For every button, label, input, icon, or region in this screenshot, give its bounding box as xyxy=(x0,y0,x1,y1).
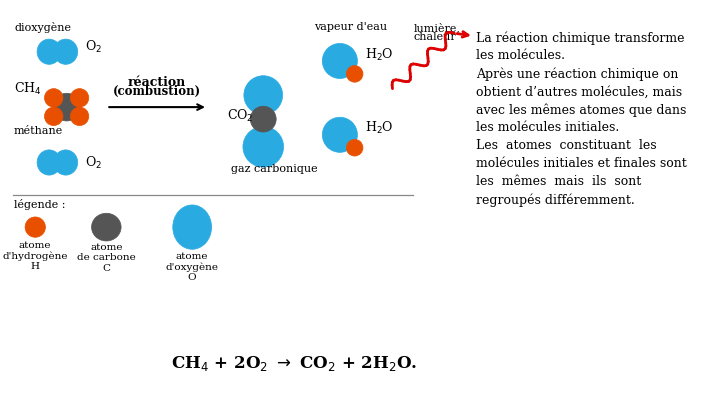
Ellipse shape xyxy=(173,205,212,249)
Ellipse shape xyxy=(44,107,63,126)
Ellipse shape xyxy=(346,65,363,82)
Text: gaz carbonique: gaz carbonique xyxy=(231,164,318,174)
Text: dioxygène: dioxygène xyxy=(14,22,71,33)
Ellipse shape xyxy=(54,150,77,175)
Text: Après une réaction chimique on: Après une réaction chimique on xyxy=(475,67,678,81)
Text: légende :: légende : xyxy=(14,200,65,210)
Text: chaleur: chaleur xyxy=(414,32,457,43)
Text: CH$_4$: CH$_4$ xyxy=(14,81,42,97)
Text: vapeur d'eau: vapeur d'eau xyxy=(314,22,387,32)
Ellipse shape xyxy=(37,39,61,64)
Text: lumière,: lumière, xyxy=(414,22,460,33)
Text: méthane: méthane xyxy=(14,126,63,135)
Text: CO$_2$: CO$_2$ xyxy=(227,108,254,124)
Ellipse shape xyxy=(346,139,363,156)
Text: H$_2$O: H$_2$O xyxy=(365,47,394,63)
Text: regroupés différemment.: regroupés différemment. xyxy=(475,193,635,207)
Ellipse shape xyxy=(25,217,45,237)
Ellipse shape xyxy=(70,107,89,126)
Text: (combustion): (combustion) xyxy=(113,85,201,98)
Text: H$_2$O: H$_2$O xyxy=(365,120,394,136)
Text: atome
d'oxygène
O: atome d'oxygène O xyxy=(166,252,219,283)
Ellipse shape xyxy=(44,89,63,107)
Ellipse shape xyxy=(92,213,121,241)
Text: molécules initiales et finales sont: molécules initiales et finales sont xyxy=(475,157,686,171)
Ellipse shape xyxy=(54,39,77,64)
Ellipse shape xyxy=(37,150,61,175)
Text: O$_2$: O$_2$ xyxy=(85,155,102,171)
Text: les molécules.: les molécules. xyxy=(475,49,564,63)
Ellipse shape xyxy=(244,76,282,115)
Text: avec les mêmes atomes que dans: avec les mêmes atomes que dans xyxy=(475,103,686,117)
Text: obtient d’autres molécules, mais: obtient d’autres molécules, mais xyxy=(475,85,682,99)
Text: atome
d'hydrogène
H: atome d'hydrogène H xyxy=(2,241,68,271)
Text: les molécules initiales.: les molécules initiales. xyxy=(475,121,619,135)
Ellipse shape xyxy=(70,89,89,107)
Text: réaction: réaction xyxy=(128,76,186,89)
Ellipse shape xyxy=(243,126,283,167)
Text: La réaction chimique transforme: La réaction chimique transforme xyxy=(475,31,684,45)
Ellipse shape xyxy=(250,106,276,132)
Text: Les  atomes  constituant  les: Les atomes constituant les xyxy=(475,139,656,153)
Ellipse shape xyxy=(323,117,357,152)
Text: O$_2$: O$_2$ xyxy=(85,39,102,55)
Text: CH$_4$ + 2O$_2$ $\rightarrow$ CO$_2$ + 2H$_2$O.: CH$_4$ + 2O$_2$ $\rightarrow$ CO$_2$ + 2… xyxy=(171,354,417,373)
Ellipse shape xyxy=(53,93,80,121)
Text: les  mêmes  mais  ils  sont: les mêmes mais ils sont xyxy=(475,175,641,189)
Text: atome
de carbone
C: atome de carbone C xyxy=(77,243,136,273)
Ellipse shape xyxy=(323,43,357,79)
